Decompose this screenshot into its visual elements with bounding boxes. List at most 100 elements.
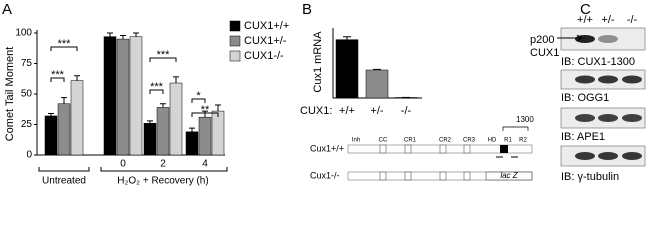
sig-label: *** — [58, 38, 72, 50]
error-bar — [107, 32, 113, 37]
segment-label: CC — [379, 138, 388, 144]
lane-label: +/+ — [577, 14, 593, 26]
lane-label: +/- — [601, 14, 614, 26]
error-bar — [120, 34, 126, 40]
x-tick-label: 0 — [120, 159, 126, 170]
band-arrow — [557, 34, 583, 42]
y-tick-label: 75 — [21, 58, 33, 69]
x-axis-label: CUX1: — [300, 105, 332, 117]
segment-label: HD — [488, 138, 497, 144]
lacz-box — [485, 171, 533, 181]
x-tick-label: -/- — [401, 105, 412, 117]
blot — [560, 27, 646, 51]
domain-box — [439, 171, 447, 181]
y-axis-label: Comet Tail Moment — [4, 47, 16, 142]
lane-label: -/- — [627, 14, 638, 26]
panel-label: C — [580, 1, 591, 18]
domain-box — [439, 144, 447, 154]
y-tick-label: 50 — [21, 89, 33, 100]
band — [598, 114, 618, 122]
error-bar — [373, 68, 381, 70]
blot-label: IB: OGG1 — [561, 92, 609, 104]
bar — [103, 36, 117, 156]
legend-label: CUX1-/- — [244, 50, 284, 62]
band — [598, 35, 618, 43]
sig-label: *** — [157, 49, 171, 61]
band — [575, 75, 595, 84]
error-bar — [61, 97, 67, 104]
band — [622, 152, 642, 160]
band-label: p200 — [530, 34, 554, 46]
blot-label: IB: CUX1-1300 — [561, 56, 635, 68]
panel-label: B — [302, 1, 312, 18]
gene-label: Cux1-/- — [310, 170, 340, 180]
band — [575, 35, 595, 43]
group-label: Untreated — [42, 176, 86, 187]
error-bar — [147, 120, 153, 124]
segment-label: R1 — [504, 138, 512, 144]
sig-bracket — [191, 98, 206, 103]
legend-swatch — [229, 50, 241, 62]
sig-bracket — [50, 46, 78, 51]
bar — [129, 36, 143, 156]
blot-label: IB: APE1 — [561, 131, 605, 143]
sig-bracket — [191, 112, 219, 117]
legend-swatch — [229, 35, 241, 47]
y-axis-label: Cux1 mRNA — [312, 31, 324, 93]
error-bar — [189, 127, 195, 132]
domain-box — [404, 144, 412, 154]
x-tick-label: +/+ — [339, 105, 355, 117]
band — [622, 114, 642, 122]
marker-label: 1300 — [516, 115, 534, 124]
segment-label: CR2 — [439, 138, 452, 144]
error-bar — [343, 36, 351, 40]
band — [598, 152, 618, 160]
y-tick-label: 25 — [21, 119, 33, 130]
y-tick-label: 0 — [26, 150, 32, 161]
bar — [44, 115, 58, 156]
sig-label: *** — [150, 81, 164, 93]
group-bracket — [38, 167, 90, 172]
error-bar — [48, 113, 54, 116]
bar — [70, 80, 84, 156]
segment-label: CR3 — [463, 138, 476, 144]
error-bar — [74, 75, 80, 81]
error-bar — [202, 110, 208, 118]
gene-label: Cux1+/+ — [310, 143, 344, 153]
error-bar — [173, 76, 179, 84]
sig-label: * — [196, 90, 201, 102]
error-bar — [160, 103, 166, 108]
x-tick-label: +/- — [370, 105, 383, 117]
sig-bracket — [149, 57, 177, 62]
bar — [185, 131, 199, 156]
sig-bracket — [50, 77, 65, 82]
bar — [156, 107, 170, 156]
panel-label: A — [2, 1, 12, 18]
legend-label: CUX1+/+ — [244, 20, 289, 32]
y-tick-label: 100 — [15, 28, 32, 39]
sig-label: *** — [51, 69, 65, 81]
band-label: CUX1 — [530, 47, 559, 59]
error-bar — [215, 104, 221, 112]
band — [622, 75, 642, 84]
bar — [335, 39, 359, 99]
legend-label: CUX1+/- — [244, 35, 287, 47]
bar — [169, 82, 183, 156]
domain-box — [379, 171, 387, 181]
bar — [57, 103, 71, 156]
band — [598, 75, 618, 84]
blot-label: IB: γ-tubulin — [561, 171, 619, 183]
domain-box — [463, 144, 471, 154]
bar — [365, 69, 389, 99]
legend-swatch — [229, 20, 241, 32]
domain-box — [404, 171, 412, 181]
band — [575, 152, 595, 160]
insert-label: lac Z — [500, 171, 518, 180]
figure: A B C Comet Tail Moment 0 25 50 75 100 0 2 4 Untr… — [2, 1, 646, 187]
bar — [143, 123, 157, 156]
bar — [198, 116, 212, 156]
sig-bracket — [149, 89, 164, 94]
bar — [116, 38, 130, 156]
sig-label: ** — [201, 104, 210, 116]
segment-label: Inh — [352, 138, 360, 144]
